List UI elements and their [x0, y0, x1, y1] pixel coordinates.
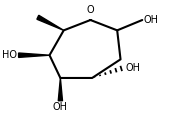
Text: HO: HO: [2, 50, 17, 60]
Text: OH: OH: [53, 102, 68, 112]
Text: OH: OH: [126, 63, 141, 73]
Text: O: O: [87, 5, 94, 15]
Text: OH: OH: [144, 15, 159, 25]
Polygon shape: [37, 15, 64, 30]
Polygon shape: [19, 53, 50, 57]
Polygon shape: [58, 78, 62, 101]
